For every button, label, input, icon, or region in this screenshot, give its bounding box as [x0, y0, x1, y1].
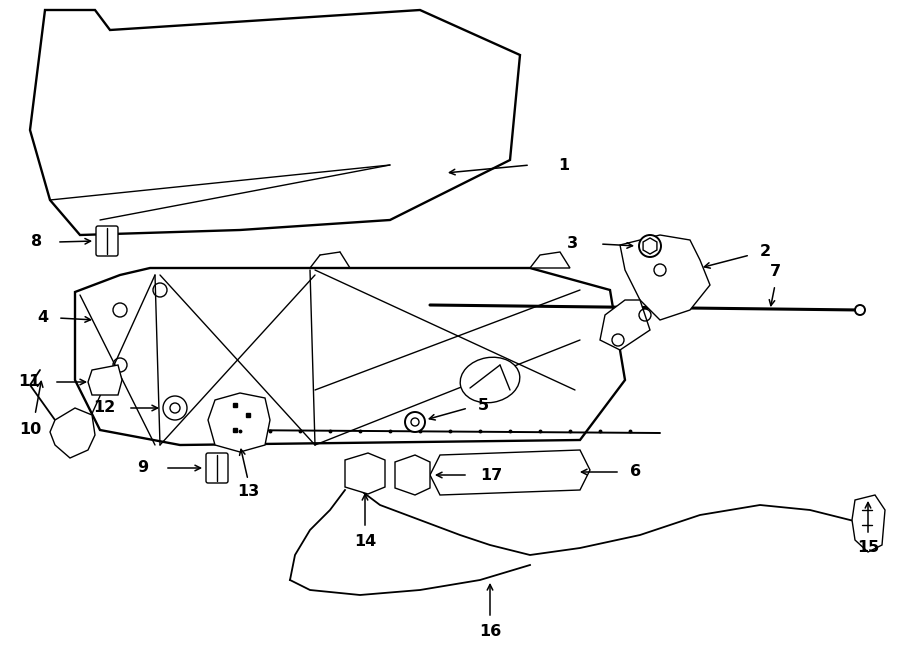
Text: 1: 1: [558, 157, 569, 173]
Polygon shape: [530, 252, 570, 268]
Text: 13: 13: [237, 485, 259, 500]
Text: 8: 8: [31, 235, 42, 249]
Text: 17: 17: [480, 467, 502, 483]
FancyBboxPatch shape: [206, 453, 228, 483]
Text: 12: 12: [93, 401, 115, 416]
Text: 7: 7: [770, 264, 780, 280]
Ellipse shape: [460, 357, 520, 403]
Polygon shape: [852, 495, 885, 552]
Circle shape: [405, 412, 425, 432]
Circle shape: [411, 418, 419, 426]
Circle shape: [163, 396, 187, 420]
Text: 3: 3: [567, 237, 578, 251]
Polygon shape: [208, 393, 270, 452]
Text: 4: 4: [37, 311, 48, 325]
Circle shape: [639, 235, 661, 257]
Text: 6: 6: [630, 465, 641, 479]
Polygon shape: [75, 268, 625, 445]
Text: 14: 14: [354, 535, 376, 549]
Polygon shape: [88, 365, 122, 395]
Text: 2: 2: [760, 245, 771, 260]
Text: 15: 15: [857, 541, 879, 555]
Circle shape: [855, 305, 865, 315]
Text: 16: 16: [479, 625, 501, 639]
Polygon shape: [395, 455, 430, 495]
Text: 9: 9: [137, 461, 148, 475]
Text: 5: 5: [478, 399, 489, 414]
FancyBboxPatch shape: [96, 226, 118, 256]
Polygon shape: [30, 10, 520, 235]
Circle shape: [170, 403, 180, 413]
Polygon shape: [50, 408, 95, 458]
Polygon shape: [345, 453, 385, 494]
Polygon shape: [620, 235, 710, 320]
Text: 10: 10: [19, 422, 41, 438]
Text: 11: 11: [18, 375, 40, 389]
Polygon shape: [430, 450, 590, 495]
Polygon shape: [600, 300, 650, 350]
